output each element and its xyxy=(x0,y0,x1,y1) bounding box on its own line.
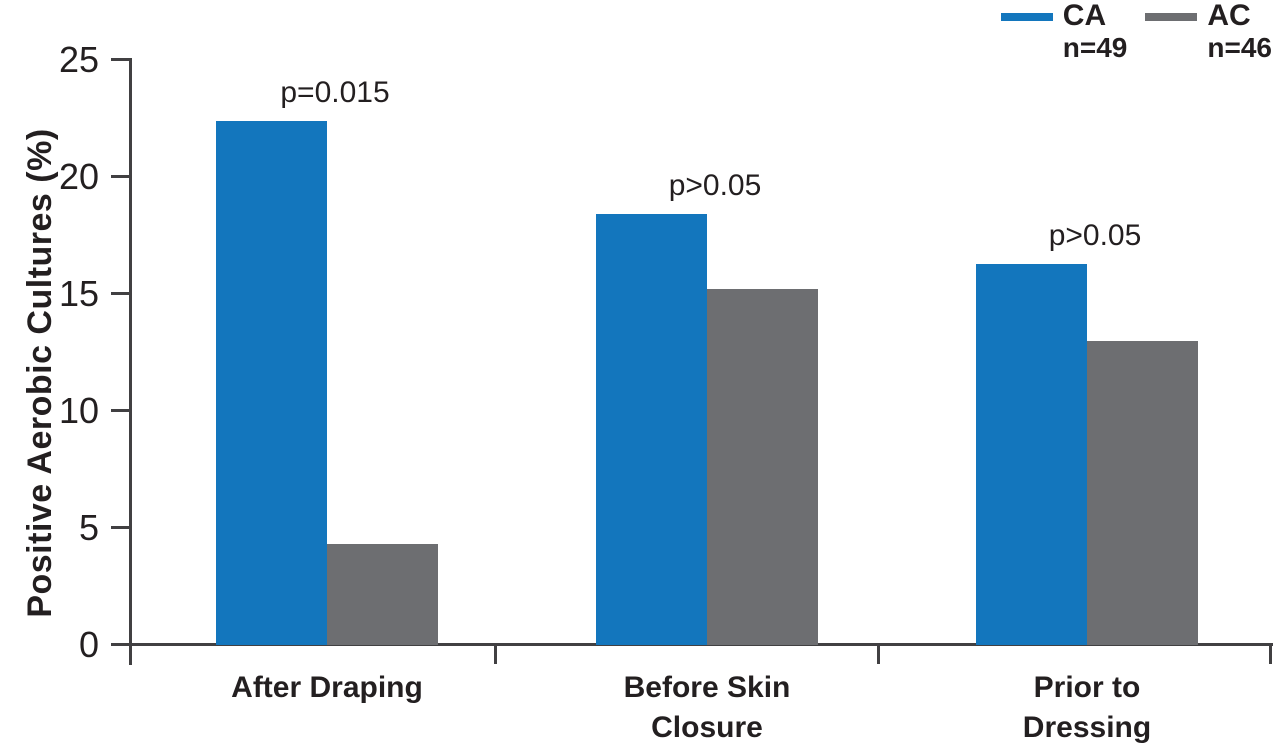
bar-ca-1 xyxy=(596,214,707,645)
y-tick xyxy=(111,409,129,412)
legend-text-ac: AC n=46 xyxy=(1207,0,1272,64)
legend-series-name: AC xyxy=(1207,0,1251,32)
y-axis xyxy=(129,58,132,665)
y-axis-title: Positive Aerobic Cultures (%) xyxy=(21,128,59,618)
y-tick xyxy=(111,526,129,529)
y-tick xyxy=(111,292,129,295)
y-tick-label: 10 xyxy=(58,390,99,431)
y-tick-label: 25 xyxy=(58,39,99,80)
y-tick xyxy=(111,58,129,61)
p-value-label: p>0.05 xyxy=(668,169,762,203)
y-tick-label: 20 xyxy=(58,156,99,197)
bar-ac-0 xyxy=(327,544,438,645)
legend-swatch-ac xyxy=(1145,13,1198,21)
bar-ca-0 xyxy=(216,120,327,645)
x-category-label: After Draping xyxy=(231,671,423,704)
y-tick xyxy=(111,175,129,178)
legend-entry-ac: AC n=46 xyxy=(1145,0,1272,64)
y-tick-label: 5 xyxy=(78,507,99,548)
x-category-label: Before Skin Closure xyxy=(623,671,791,744)
legend-entry-ca: CA n=49 xyxy=(1000,0,1128,64)
x-tick xyxy=(1269,643,1272,664)
x-tick xyxy=(494,643,497,664)
y-tick-label: 15 xyxy=(58,273,99,314)
x-tick xyxy=(877,643,880,664)
legend: CA n=49 AC n=46 xyxy=(1000,0,1272,64)
legend-series-n: n=49 xyxy=(1062,32,1128,63)
p-value-label: p>0.05 xyxy=(1048,218,1142,252)
legend-text-ca: CA n=49 xyxy=(1063,0,1128,64)
legend-swatch-ca xyxy=(1000,13,1053,21)
legend-series-n: n=46 xyxy=(1207,32,1272,63)
legend-series-name: CA xyxy=(1062,0,1107,32)
y-tick-label: 0 xyxy=(78,624,99,665)
x-category-label: Prior to Dressing xyxy=(1022,671,1152,744)
y-tick xyxy=(111,643,129,646)
bar-ca-2 xyxy=(976,263,1087,645)
bar-ac-2 xyxy=(1087,340,1198,645)
bar-ac-1 xyxy=(707,289,818,645)
p-value-label: p=0.015 xyxy=(280,75,390,109)
